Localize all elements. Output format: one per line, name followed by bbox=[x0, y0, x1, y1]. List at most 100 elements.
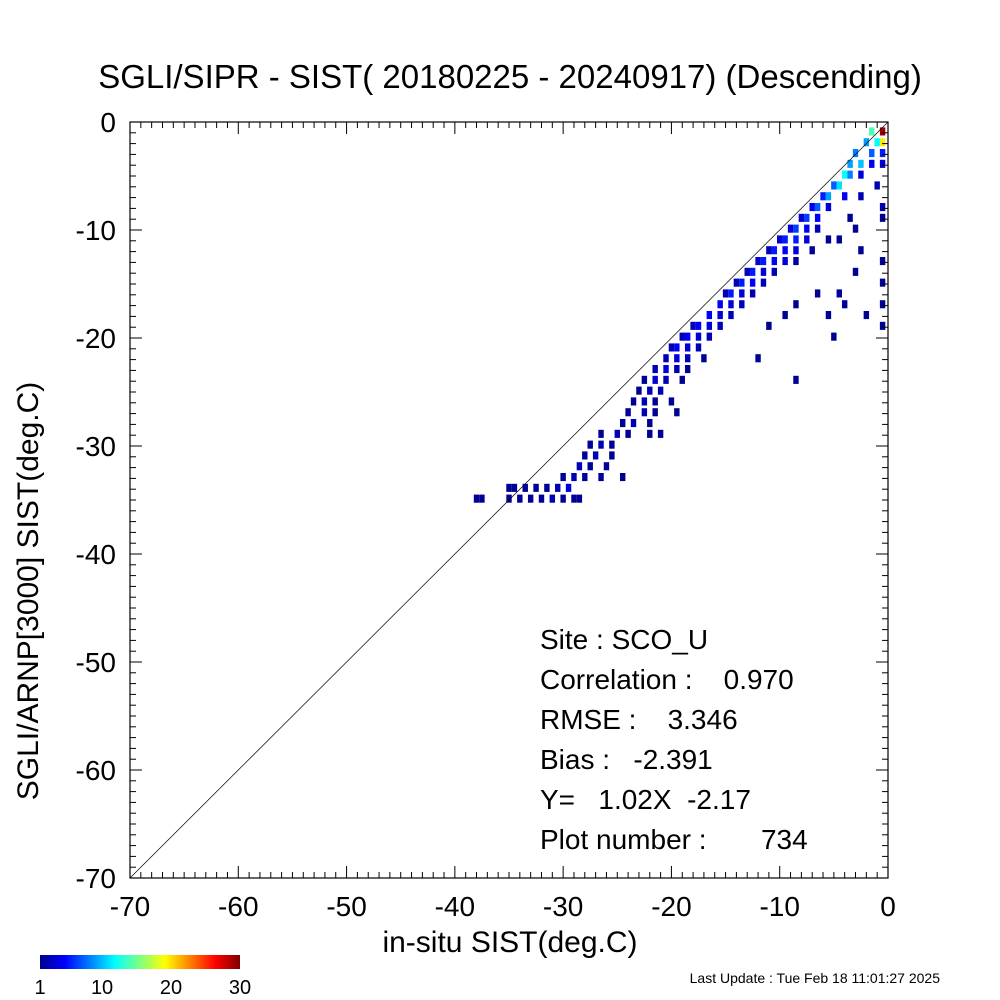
heatmap-cell bbox=[869, 127, 875, 136]
heatmap-cell bbox=[858, 246, 864, 255]
heatmap-cell bbox=[619, 473, 626, 482]
heatmap-cell bbox=[874, 181, 880, 190]
heatmap-cell bbox=[690, 321, 696, 330]
stat-rmse: RMSE : 3.346 bbox=[540, 704, 738, 735]
heatmap-cell bbox=[603, 462, 610, 471]
heatmap-cell bbox=[636, 386, 642, 395]
y-tick-labels: -70 -60 -50 -40 -30 -20 -10 0 bbox=[76, 107, 116, 894]
heatmap-cell bbox=[863, 311, 870, 320]
heatmap-cell bbox=[804, 235, 810, 244]
heatmap-cell bbox=[825, 203, 832, 212]
heatmap-cell bbox=[706, 321, 713, 330]
x-tick-label: -10 bbox=[759, 891, 799, 922]
x-tick-label: 0 bbox=[880, 891, 896, 922]
heatmap-cell bbox=[674, 365, 680, 374]
heatmap-cell bbox=[728, 289, 734, 298]
heatmap-cell bbox=[652, 397, 658, 406]
heatmap-cell bbox=[831, 332, 837, 341]
colorbar-tick-labels: 1 10 20 30 bbox=[34, 977, 251, 999]
heatmap-cell bbox=[598, 440, 604, 449]
heatmap-cell bbox=[609, 440, 615, 449]
heatmap-cell bbox=[749, 267, 756, 276]
heatmap-cell bbox=[625, 429, 631, 438]
heatmap-cell bbox=[598, 429, 604, 438]
heatmap-cell bbox=[749, 289, 756, 298]
heatmap-cell bbox=[684, 365, 691, 374]
heatmap-cell bbox=[814, 224, 821, 233]
heatmap-cell bbox=[804, 213, 810, 222]
heatmap-cell bbox=[869, 159, 875, 168]
y-tick-label: -50 bbox=[76, 647, 116, 678]
heatmap-cell bbox=[717, 321, 723, 330]
stat-regression: Y= 1.02X -2.17 bbox=[540, 784, 751, 815]
heatmap-cell bbox=[809, 246, 815, 255]
heatmap-cell bbox=[549, 494, 556, 503]
heatmap-cell bbox=[684, 354, 691, 363]
heatmap-cell bbox=[695, 332, 702, 341]
heatmap-cell bbox=[679, 332, 685, 341]
x-tick-label: -70 bbox=[110, 891, 150, 922]
stat-correlation: Correlation : 0.970 bbox=[540, 664, 794, 695]
heatmap-cell bbox=[766, 321, 772, 330]
heatmap-cell bbox=[825, 311, 832, 320]
heatmap-cell bbox=[657, 429, 664, 438]
heatmap-cell bbox=[814, 213, 821, 222]
heatmap-cell bbox=[522, 483, 528, 492]
heatmap-cell bbox=[869, 149, 875, 158]
heatmap-cell bbox=[695, 321, 702, 330]
heatmap-cell bbox=[798, 213, 805, 222]
heatmap-cell bbox=[760, 257, 767, 266]
heatmap-cell bbox=[717, 300, 723, 309]
heatmap-cell bbox=[879, 149, 886, 158]
heatmap-cell bbox=[641, 375, 648, 384]
heatmap-cell bbox=[793, 246, 799, 255]
heatmap-cell bbox=[879, 321, 886, 330]
heatmap-cell bbox=[652, 408, 658, 417]
y-axis-label: SGLI/ARNP[3000] SIST(deg.C) bbox=[12, 382, 45, 801]
heatmap-cell bbox=[874, 138, 880, 147]
heatmap-cell bbox=[782, 257, 788, 266]
heatmap-cell bbox=[722, 289, 729, 298]
heatmap-cell bbox=[879, 127, 886, 136]
heatmap-cell bbox=[592, 451, 599, 460]
y-tick-label: -20 bbox=[76, 323, 116, 354]
heatmap-cell bbox=[565, 483, 572, 492]
heatmap-cell bbox=[755, 354, 761, 363]
y-tick-label: -70 bbox=[76, 863, 116, 894]
reference-line bbox=[129, 121, 889, 879]
y-tick-label: 0 bbox=[100, 107, 116, 138]
colorbar-tick-label: 30 bbox=[229, 977, 251, 999]
heatmap-cell bbox=[814, 289, 821, 298]
heatmap-cell bbox=[506, 494, 512, 503]
heatmap-cell bbox=[674, 354, 680, 363]
heatmap-cell bbox=[793, 224, 799, 233]
heatmap-cell bbox=[847, 170, 853, 179]
heatmap-cell bbox=[506, 483, 512, 492]
heatmap-cell bbox=[836, 181, 842, 190]
heatmap-cell bbox=[560, 473, 566, 482]
heatmap-cell bbox=[836, 289, 842, 298]
heatmap-cell bbox=[760, 278, 767, 287]
heatmap-cell bbox=[879, 203, 886, 212]
heatmap-cell bbox=[657, 386, 664, 395]
heatmap-cell bbox=[739, 289, 745, 298]
heatmap-cell bbox=[782, 311, 788, 320]
heatmap-cell bbox=[695, 343, 702, 352]
x-axis-label: in-situ SIST(deg.C) bbox=[382, 926, 637, 959]
last-update: Last Update : Tue Feb 18 11:01:27 2025 bbox=[690, 970, 941, 986]
heatmap-cell bbox=[533, 483, 539, 492]
heatmap-cell bbox=[858, 192, 864, 201]
heatmap-cell bbox=[771, 257, 778, 266]
heatmap-cell bbox=[782, 235, 788, 244]
heatmap-cell bbox=[576, 494, 583, 503]
heatmap-cell bbox=[777, 235, 783, 244]
colorbar-tick-label: 1 bbox=[34, 977, 45, 999]
heatmap-cell bbox=[852, 149, 859, 158]
heatmap-cell bbox=[560, 494, 566, 503]
heatmap-cell bbox=[473, 494, 480, 503]
heatmap-cell bbox=[879, 138, 886, 147]
heatmap-cell bbox=[766, 246, 772, 255]
heatmap-cell bbox=[863, 138, 870, 147]
heatmap-cell bbox=[619, 419, 626, 428]
heatmap-cell bbox=[749, 278, 756, 287]
